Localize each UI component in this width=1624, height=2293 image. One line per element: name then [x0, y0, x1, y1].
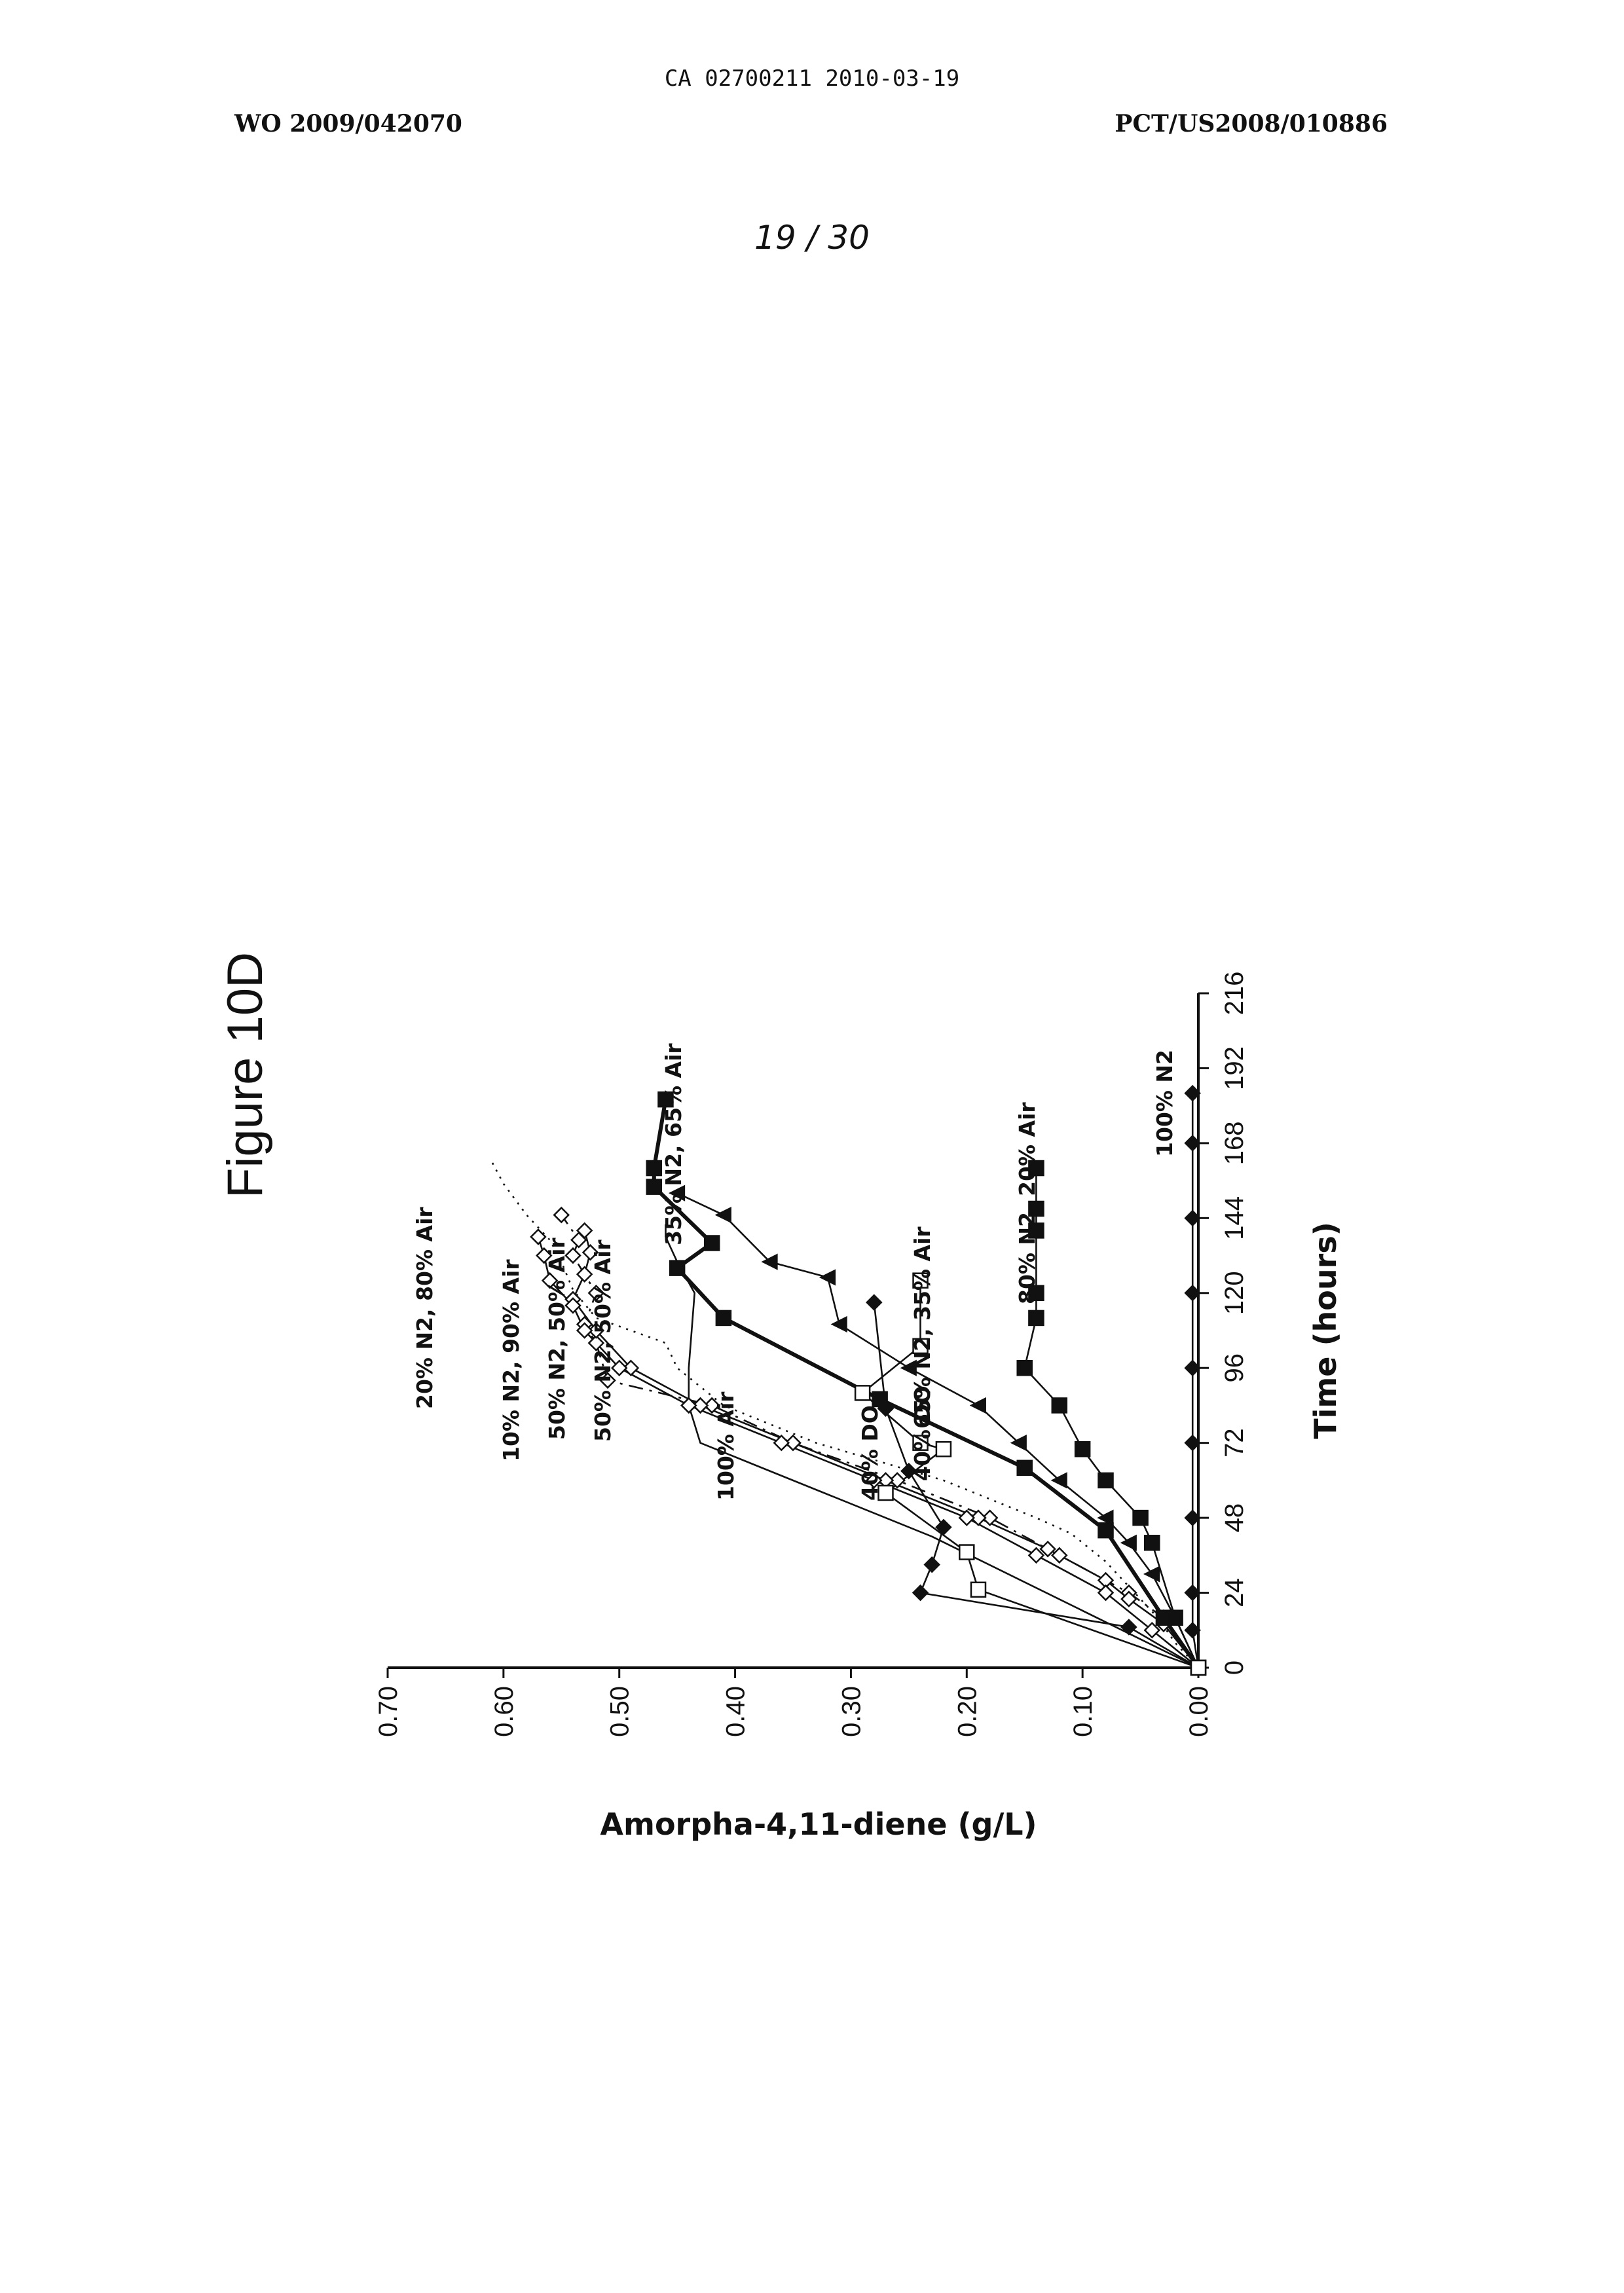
y-tick-label: 0.50: [606, 1686, 635, 1737]
x-tick-label: 144: [1220, 1196, 1249, 1240]
y-tick-label: 0.00: [1185, 1686, 1213, 1737]
data-point: [1018, 1461, 1032, 1475]
series-line: [573, 1230, 1198, 1668]
series-label: 80% N2, 20% Air: [1014, 1102, 1040, 1304]
data-point: [971, 1583, 986, 1597]
data-point: [716, 1311, 731, 1325]
x-tick-label: 48: [1220, 1503, 1249, 1533]
x-tick-label: 72: [1220, 1428, 1249, 1458]
data-point: [531, 1230, 545, 1244]
data-point: [1168, 1611, 1183, 1625]
y-axis-label: Amorpha-4,11-diene (g/L): [600, 1807, 1037, 1842]
data-point: [821, 1270, 835, 1285]
data-point: [774, 1436, 788, 1450]
series-label: 100% Air: [713, 1391, 739, 1501]
data-point: [1075, 1442, 1090, 1456]
data-point: [959, 1511, 974, 1525]
data-point: [855, 1385, 870, 1400]
data-point: [1134, 1511, 1148, 1525]
x-tick-label: 0: [1220, 1660, 1249, 1675]
data-point: [1145, 1567, 1159, 1581]
data-point: [1099, 1523, 1113, 1537]
x-tick-label: 216: [1220, 972, 1249, 1016]
x-tick-label: 168: [1220, 1122, 1249, 1165]
data-point: [913, 1586, 928, 1600]
series-markers: [531, 1086, 1206, 1675]
y-tick-label: 0.30: [837, 1686, 866, 1737]
data-point: [1052, 1398, 1067, 1412]
data-point: [959, 1545, 974, 1560]
chart-title: Figure 10D: [217, 952, 273, 1198]
x-axis-label: Time (hours): [1308, 1222, 1343, 1439]
data-point: [1191, 1660, 1206, 1675]
data-point: [1029, 1311, 1043, 1325]
series-label: 10% N2, 90% Air: [498, 1259, 524, 1461]
data-point: [647, 1180, 661, 1194]
series-label: 50% N2, 50% Air: [590, 1239, 616, 1442]
data-point: [1099, 1473, 1113, 1488]
series-label: 40% DO: [910, 1385, 935, 1481]
x-tick-label: 192: [1220, 1046, 1249, 1090]
series-label: 50% N2, 50% Air: [544, 1238, 570, 1440]
series-label: 40% DO: [857, 1405, 883, 1501]
y-tick-label: 0.10: [1069, 1686, 1098, 1737]
series-label: 35% N2, 65% Air: [661, 1043, 686, 1245]
data-point: [867, 1295, 881, 1310]
x-tick-label: 120: [1220, 1271, 1249, 1315]
data-point: [716, 1208, 731, 1222]
data-point: [832, 1317, 847, 1331]
data-point: [1122, 1620, 1136, 1634]
data-point: [1145, 1535, 1159, 1550]
y-tick-label: 0.20: [953, 1686, 982, 1737]
data-point: [936, 1442, 951, 1456]
x-tick-label: 24: [1220, 1578, 1249, 1607]
data-point: [705, 1236, 719, 1250]
data-point: [1018, 1361, 1032, 1375]
y-tick-label: 0.40: [722, 1686, 750, 1737]
data-point: [925, 1558, 939, 1572]
series-label: 20% N2, 80% Air: [412, 1207, 437, 1409]
y-tick-label: 0.60: [490, 1686, 519, 1737]
x-tick-label: 96: [1220, 1353, 1249, 1383]
data-point: [670, 1261, 684, 1275]
data-point: [554, 1208, 568, 1222]
y-tick-label: 0.70: [374, 1686, 403, 1737]
series-labels: 10% N2, 90% Air 50% N2, 50% Air 50% N2, 50…: [412, 1043, 1177, 1501]
data-point: [647, 1161, 661, 1175]
data-point: [971, 1398, 986, 1412]
series-label: 100% N2: [1152, 1050, 1177, 1157]
